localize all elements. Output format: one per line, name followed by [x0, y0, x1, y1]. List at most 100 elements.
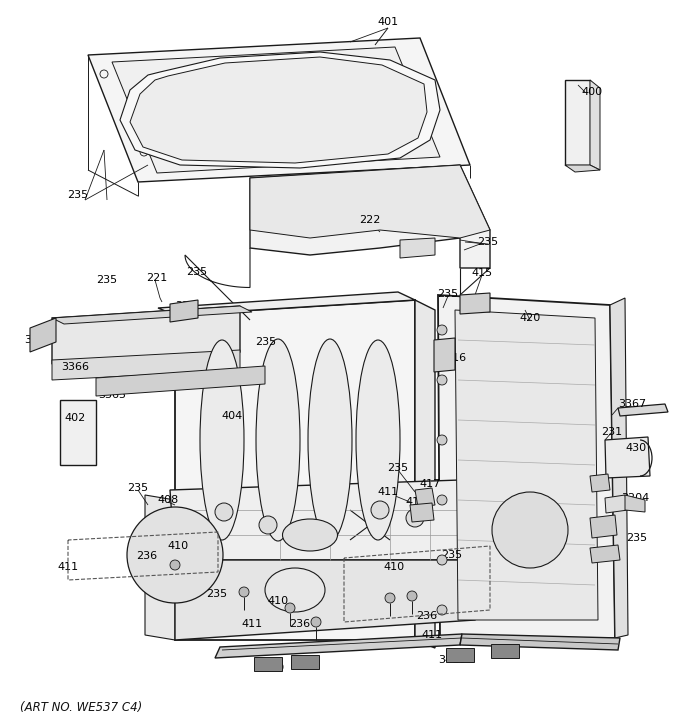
Polygon shape	[455, 310, 598, 620]
Text: 235: 235	[388, 463, 409, 473]
Ellipse shape	[256, 339, 300, 541]
Text: 408: 408	[157, 495, 179, 505]
Text: 419: 419	[590, 517, 611, 527]
Polygon shape	[618, 404, 668, 416]
Text: 418: 418	[405, 497, 426, 507]
Polygon shape	[96, 366, 265, 396]
Polygon shape	[605, 495, 628, 513]
Polygon shape	[400, 238, 435, 258]
Circle shape	[437, 555, 447, 565]
Polygon shape	[590, 545, 620, 563]
Circle shape	[437, 495, 447, 505]
Text: 402: 402	[65, 413, 86, 423]
Text: 410: 410	[384, 562, 405, 572]
Polygon shape	[52, 306, 252, 324]
Circle shape	[170, 560, 180, 570]
Text: 235: 235	[207, 589, 228, 599]
Text: 430: 430	[626, 443, 647, 453]
Circle shape	[259, 516, 277, 534]
Text: 235: 235	[256, 337, 277, 347]
Polygon shape	[250, 165, 490, 268]
Polygon shape	[460, 634, 620, 650]
Circle shape	[406, 509, 424, 527]
Text: 410: 410	[267, 596, 288, 606]
Circle shape	[311, 617, 321, 627]
Polygon shape	[625, 495, 645, 512]
Polygon shape	[52, 306, 240, 364]
Text: 235: 235	[67, 190, 88, 200]
Bar	[291, 655, 319, 669]
Text: 235: 235	[626, 533, 647, 543]
Polygon shape	[590, 474, 610, 492]
Polygon shape	[130, 57, 427, 163]
Text: 222: 222	[359, 215, 381, 225]
Circle shape	[407, 591, 417, 601]
Text: 404: 404	[222, 411, 243, 421]
Polygon shape	[605, 437, 650, 478]
Polygon shape	[565, 165, 600, 172]
Circle shape	[437, 375, 447, 385]
Polygon shape	[410, 503, 434, 522]
Text: 3367: 3367	[618, 399, 646, 409]
Polygon shape	[215, 634, 462, 658]
Text: 415: 415	[471, 268, 492, 278]
Circle shape	[239, 587, 249, 597]
Polygon shape	[415, 300, 435, 648]
Polygon shape	[565, 80, 590, 165]
Circle shape	[437, 605, 447, 615]
Text: 3400: 3400	[24, 335, 52, 345]
Text: (ART NO. WE537 C4): (ART NO. WE537 C4)	[20, 702, 142, 715]
Text: 3419: 3419	[256, 663, 284, 673]
Ellipse shape	[356, 340, 400, 540]
Text: 416: 416	[445, 353, 466, 363]
Text: 420: 420	[520, 313, 541, 323]
Polygon shape	[415, 488, 435, 507]
Text: 235: 235	[97, 275, 118, 285]
Text: 3419: 3419	[438, 655, 466, 665]
Text: 3204: 3204	[621, 493, 649, 503]
Text: 236: 236	[137, 551, 158, 561]
Polygon shape	[170, 480, 475, 560]
Text: 417: 417	[420, 479, 441, 489]
Text: 431: 431	[590, 547, 611, 557]
Polygon shape	[434, 338, 455, 372]
Circle shape	[127, 507, 223, 603]
Bar	[491, 644, 519, 658]
Polygon shape	[60, 400, 96, 465]
Circle shape	[385, 593, 395, 603]
Polygon shape	[590, 80, 600, 170]
Text: 410: 410	[167, 541, 188, 551]
Polygon shape	[175, 560, 475, 640]
Polygon shape	[145, 495, 175, 640]
Text: 411: 411	[422, 630, 443, 640]
Text: 235: 235	[437, 289, 458, 299]
Circle shape	[492, 492, 568, 568]
Text: 411: 411	[241, 619, 262, 629]
Text: 3365: 3365	[98, 390, 126, 400]
Text: 235: 235	[441, 550, 462, 560]
Polygon shape	[88, 38, 470, 182]
Text: 401: 401	[377, 17, 398, 27]
Text: 236: 236	[290, 619, 311, 629]
Polygon shape	[175, 300, 415, 640]
Text: 235: 235	[186, 267, 207, 277]
Circle shape	[215, 503, 233, 521]
Ellipse shape	[282, 519, 337, 551]
Polygon shape	[438, 295, 615, 638]
Text: 3366: 3366	[61, 362, 89, 372]
Text: 221: 221	[146, 273, 168, 283]
Circle shape	[437, 325, 447, 335]
Text: 220: 220	[175, 301, 197, 311]
Polygon shape	[52, 350, 240, 380]
Text: 235: 235	[127, 483, 148, 493]
Text: 231: 231	[601, 427, 623, 437]
Polygon shape	[158, 292, 415, 315]
Polygon shape	[170, 300, 198, 322]
Polygon shape	[30, 318, 56, 352]
Circle shape	[437, 435, 447, 445]
Bar	[254, 657, 282, 671]
Ellipse shape	[200, 340, 244, 540]
Bar	[446, 648, 474, 662]
Ellipse shape	[265, 568, 325, 612]
Circle shape	[371, 501, 389, 519]
